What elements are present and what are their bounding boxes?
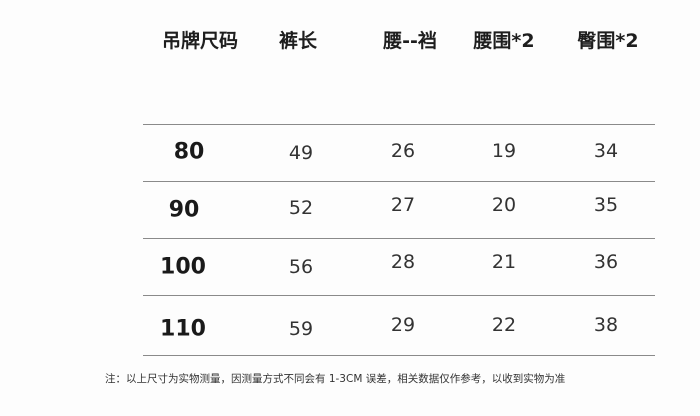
size-cell: 100 (160, 254, 206, 280)
table-cell: 26 (390, 140, 416, 162)
size-cell: 80 (173, 139, 205, 165)
table-cell: 29 (390, 314, 416, 336)
table-cell: 34 (593, 140, 619, 162)
size-cell: 90 (168, 197, 200, 223)
header-waist: 腰围*2 (473, 30, 535, 52)
header-rise: 腰--裆 (383, 30, 437, 52)
table-cell: 38 (593, 314, 619, 336)
table-cell: 52 (288, 197, 314, 219)
table-cell: 19 (491, 140, 517, 162)
size-cell: 110 (160, 316, 206, 342)
header-pants-length: 裤长 (278, 30, 318, 52)
header-hip: 臀围*2 (577, 30, 639, 52)
divider (143, 124, 655, 125)
table-cell: 59 (288, 318, 314, 340)
table-cell: 28 (390, 251, 416, 273)
table-cell: 56 (288, 256, 314, 278)
divider (143, 295, 655, 296)
header-tag-size: 吊牌尺码 (161, 30, 239, 52)
divider (143, 181, 655, 182)
table-cell: 21 (491, 251, 517, 273)
table-cell: 20 (491, 194, 517, 216)
disclaimer-note: 注：以上尺寸为实物测量，因测量方式不同会有 1-3CM 误差，相关数据仅作参考，… (105, 373, 566, 385)
table-cell: 49 (288, 142, 314, 164)
table-cell: 36 (593, 251, 619, 273)
divider (143, 238, 655, 239)
table-cell: 35 (593, 194, 619, 216)
table-cell: 27 (390, 194, 416, 216)
divider (143, 355, 655, 356)
table-cell: 22 (491, 314, 517, 336)
